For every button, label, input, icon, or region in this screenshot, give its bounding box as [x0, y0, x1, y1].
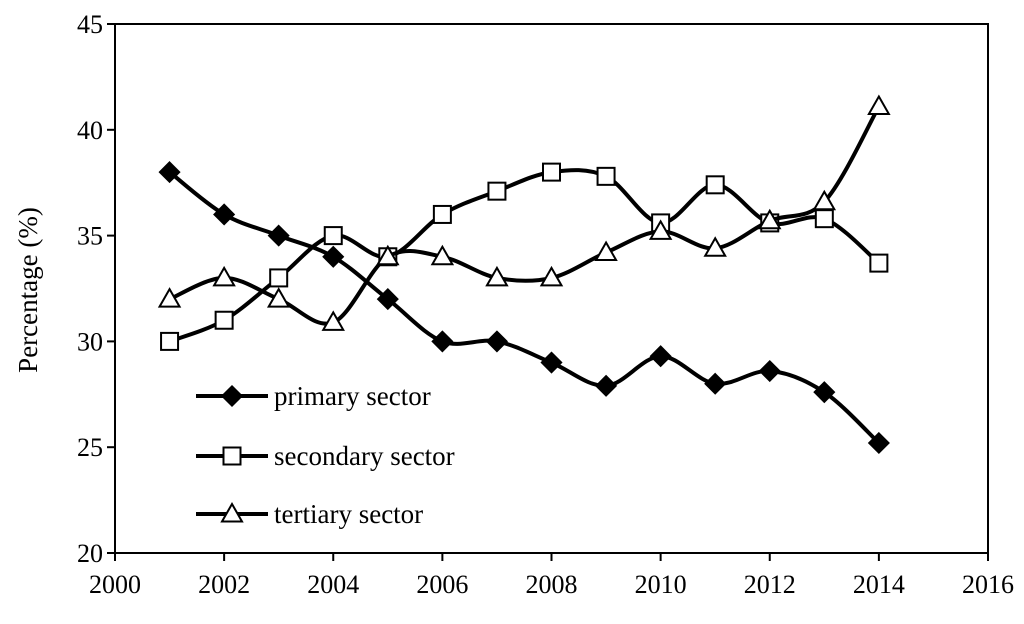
y-tick-label-40: 40 — [77, 116, 103, 145]
x-tick-label-2014: 2014 — [853, 570, 905, 599]
point-primary-sector-2006 — [431, 330, 454, 353]
point-secondary-sector-2002 — [214, 310, 234, 330]
point-secondary-sector-2006 — [432, 204, 452, 224]
point-primary-sector-2010 — [649, 345, 672, 368]
series-primary-sector — [158, 161, 890, 455]
x-tick-label-2006: 2006 — [416, 570, 468, 599]
point-secondary-sector-2003 — [269, 268, 289, 288]
y-tick-label-20: 20 — [77, 539, 103, 568]
point-tertiary-sector-2002 — [212, 265, 236, 287]
point-tertiary-sector-2010 — [648, 219, 673, 240]
x-tick-label-2000: 2000 — [89, 570, 141, 599]
point-primary-sector-2003 — [267, 224, 290, 247]
point-tertiary-sector-2013 — [812, 189, 837, 211]
point-primary-sector-2012 — [758, 359, 781, 383]
x-tick-label-2010: 2010 — [635, 570, 687, 599]
x-tick-label-2004: 2004 — [307, 570, 359, 599]
point-tertiary-sector-2006 — [430, 244, 455, 266]
point-primary-sector-2013 — [813, 381, 836, 404]
series-line-secondary-sector — [168, 168, 881, 344]
x-tick-label-2012: 2012 — [744, 570, 796, 599]
legend: primary sector secondary sector tertiary s… — [196, 381, 455, 529]
legend-marker-tertiary-sector — [220, 501, 244, 523]
y-tick-label-25: 25 — [77, 433, 103, 462]
point-secondary-sector-2007 — [487, 181, 507, 201]
legend-item-secondary-sector: secondary sector — [196, 441, 455, 471]
point-tertiary-sector-2005 — [376, 244, 400, 266]
point-tertiary-sector-2004 — [321, 310, 345, 331]
point-tertiary-sector-2014 — [867, 94, 891, 116]
legend-marker-secondary-sector — [222, 446, 242, 466]
point-tertiary-sector-2001 — [157, 287, 182, 308]
point-primary-sector-2011 — [704, 372, 727, 395]
legend-item-tertiary-sector: tertiary sector — [196, 499, 423, 529]
point-secondary-sector-2011 — [705, 175, 725, 195]
point-tertiary-sector-2007 — [485, 265, 509, 287]
point-primary-sector-2014 — [867, 431, 890, 455]
plot-area-frame — [114, 23, 989, 554]
legend-label-primary-sector: primary sector — [274, 381, 431, 411]
point-tertiary-sector-2003 — [266, 287, 291, 308]
legend-marker-primary-sector — [220, 384, 244, 408]
point-secondary-sector-2009 — [596, 166, 616, 186]
legend-label-tertiary-sector: tertiary sector — [274, 499, 423, 529]
point-primary-sector-2004 — [322, 245, 345, 268]
point-tertiary-sector-2009 — [594, 240, 618, 262]
point-tertiary-sector-2012 — [758, 208, 782, 230]
y-tick-label-35: 35 — [77, 222, 103, 251]
point-primary-sector-2008 — [540, 351, 563, 374]
point-secondary-sector-2014 — [869, 253, 889, 273]
x-tick-label-2016: 2016 — [962, 570, 1014, 599]
y-tick-label-45: 45 — [77, 10, 103, 39]
series-tertiary-sector — [157, 94, 891, 331]
point-secondary-sector-2008 — [542, 162, 561, 182]
x-tick-label-2008: 2008 — [526, 570, 578, 599]
point-tertiary-sector-2008 — [539, 265, 564, 287]
legend-item-primary-sector: primary sector — [196, 381, 431, 411]
point-primary-sector-2007 — [485, 330, 508, 353]
point-primary-sector-2001 — [158, 161, 181, 184]
point-secondary-sector-2013 — [814, 209, 834, 229]
point-tertiary-sector-2011 — [703, 236, 727, 257]
point-secondary-sector-2001 — [160, 331, 180, 351]
point-primary-sector-2005 — [376, 288, 399, 311]
legend-label-secondary-sector: secondary sector — [274, 441, 455, 471]
y-axis-title: Percentage (%) — [13, 207, 43, 373]
x-tick-label-2002: 2002 — [198, 570, 250, 599]
point-secondary-sector-2004 — [323, 226, 343, 246]
point-primary-sector-2002 — [213, 203, 236, 226]
y-tick-label-30: 30 — [77, 327, 103, 356]
point-primary-sector-2009 — [595, 374, 618, 397]
series-secondary-sector — [160, 162, 889, 351]
